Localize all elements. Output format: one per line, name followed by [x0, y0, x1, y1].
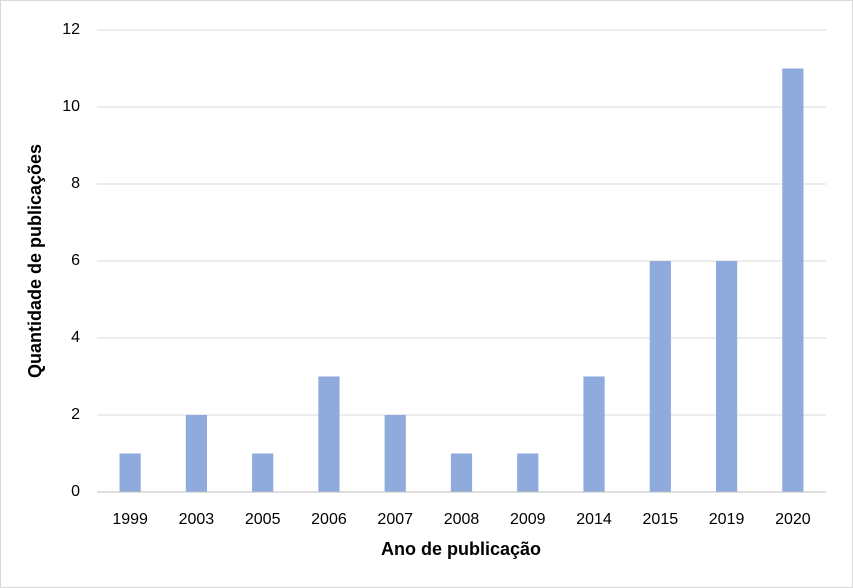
x-tick-label: 2006 — [311, 511, 347, 528]
bar — [185, 415, 208, 492]
x-tick-label: 1999 — [112, 511, 148, 528]
y-tick-label: 6 — [71, 252, 80, 269]
bar — [384, 415, 406, 492]
y-tick-label: 2 — [71, 406, 80, 423]
y-tick-label: 4 — [71, 329, 80, 346]
bar — [318, 376, 340, 492]
bar — [252, 453, 274, 492]
bar — [715, 261, 738, 492]
bar — [119, 453, 141, 492]
y-tick-label: 12 — [62, 21, 80, 38]
x-tick-label: 2009 — [510, 511, 546, 528]
x-tick-label: 2007 — [377, 511, 413, 528]
bar — [649, 261, 671, 492]
x-tick-label: 2015 — [643, 511, 679, 528]
bar — [782, 68, 804, 492]
x-tick-label: 2014 — [576, 511, 612, 528]
y-tick-label: 0 — [71, 483, 80, 500]
x-tick-label: 2019 — [709, 511, 745, 528]
x-tick-label: 2008 — [444, 511, 480, 528]
y-tick-label: 10 — [62, 98, 80, 115]
x-tick-label: 2005 — [245, 511, 281, 528]
y-tick-label: 8 — [71, 175, 80, 192]
x-tick-label: 2020 — [775, 511, 811, 528]
bar — [517, 453, 539, 492]
x-tick-label: 2003 — [179, 511, 215, 528]
bar — [450, 453, 473, 492]
bar — [583, 376, 605, 492]
y-axis-title: Quantidade de publicações — [25, 144, 45, 378]
x-axis-title: Ano de publicação — [381, 539, 541, 559]
